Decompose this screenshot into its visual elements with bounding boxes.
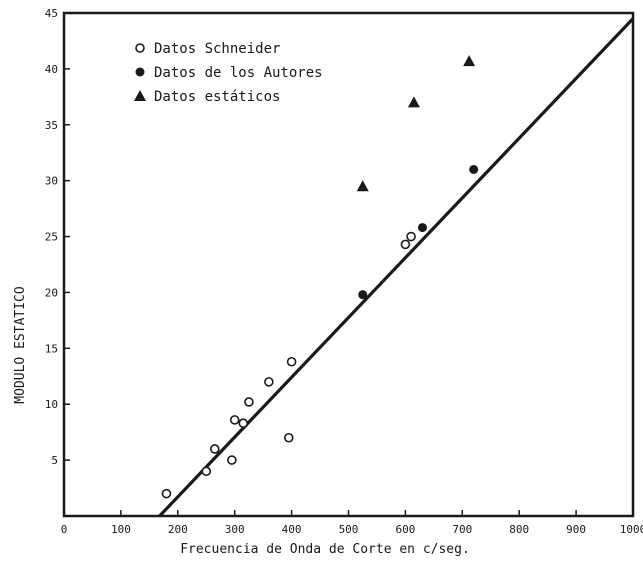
x-tick-label: 700: [452, 523, 472, 536]
y-tick-label: 40: [45, 63, 58, 76]
legend-label-2: Datos de los Autores: [154, 65, 323, 81]
y-tick-label: 30: [45, 175, 58, 188]
data-point-series-1: [400, 239, 411, 250]
y-tick-label: 45: [45, 7, 58, 20]
data-point-series-1: [283, 432, 294, 443]
data-point-series-2: [358, 290, 368, 300]
x-tick-label: 800: [509, 523, 529, 536]
legend-marker-2: [135, 67, 145, 77]
data-point-series-2: [417, 223, 427, 233]
data-point-series-1: [406, 231, 416, 242]
y-tick-label: 15: [45, 342, 58, 355]
x-tick-label: 200: [168, 523, 188, 536]
y-tick-label: 35: [45, 119, 58, 132]
x-axis-ticks: 0 100 200 300 400 500 600 700 800 900 1000: [61, 510, 643, 536]
y-axis-ticks: 5 10 15 20 25 30 35 40 45: [45, 7, 70, 467]
data-point-series-1: [161, 488, 172, 499]
y-tick-label: 10: [45, 398, 58, 411]
x-tick-label: 400: [282, 523, 302, 536]
legend-marker-1: [135, 43, 145, 53]
x-tick-label: 0: [61, 523, 68, 536]
data-point-series-3: [407, 96, 420, 108]
data-point-series-1: [264, 377, 274, 387]
legend-label-1: Datos Schneider: [154, 41, 280, 57]
x-tick-label: 600: [395, 523, 415, 536]
y-tick-label: 20: [45, 286, 58, 299]
plot-frame: [62, 11, 635, 518]
data-point-series-1: [229, 415, 240, 425]
x-tick-label: 300: [225, 523, 245, 536]
data-point-series-3: [463, 55, 476, 67]
x-axis-label: Frecuencia de Onda de Corte en c/seg.: [180, 542, 470, 557]
legend-label-3: Datos estáticos: [154, 89, 280, 105]
data-point-series-1: [286, 356, 297, 367]
data-point-series-3: [356, 180, 369, 192]
x-tick-label: 1000: [620, 523, 643, 536]
regression-line: [158, 17, 635, 518]
data-point-series-1: [244, 397, 254, 407]
data-point-series-1: [238, 418, 249, 429]
data-point-series-1: [209, 444, 220, 454]
data-points: [161, 55, 479, 499]
data-point-series-2: [469, 164, 479, 174]
x-tick-label: 900: [566, 523, 586, 536]
legend: Datos Schneider Datos de los Autores Datos…: [134, 41, 323, 105]
x-tick-label: 100: [111, 523, 131, 536]
data-point-series-1: [201, 466, 212, 477]
x-tick-label: 500: [339, 523, 359, 536]
legend-marker-3: [134, 90, 146, 101]
data-point-series-1: [227, 455, 237, 465]
y-tick-label: 25: [45, 231, 58, 244]
y-tick-label: 5: [51, 454, 58, 467]
y-axis-label: MODULO ESTATICO: [13, 286, 28, 404]
